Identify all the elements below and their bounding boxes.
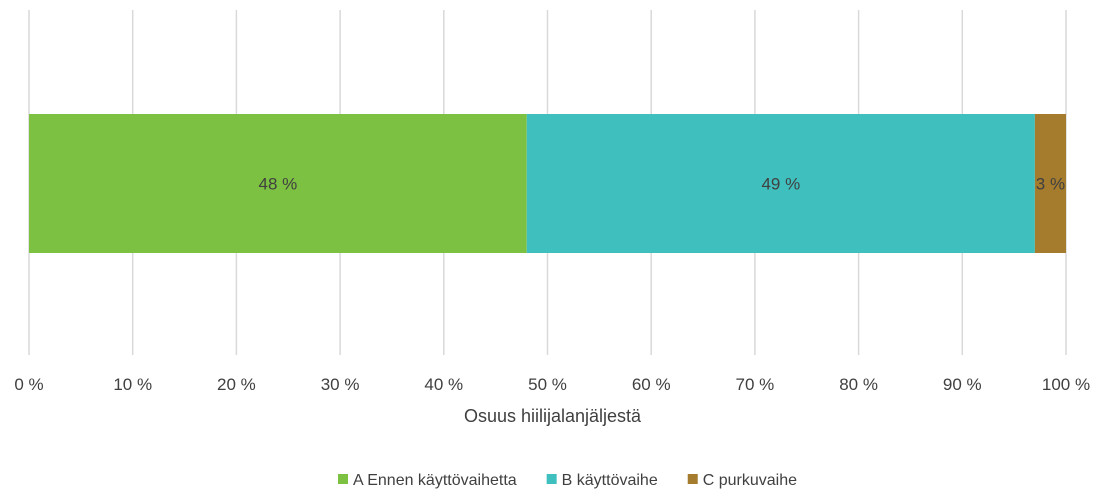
- x-tick-label: 60 %: [632, 375, 671, 394]
- x-tick-label: 80 %: [839, 375, 878, 394]
- legend-swatch: [687, 474, 698, 484]
- x-tick-label: 100 %: [1042, 375, 1090, 394]
- legend-label: A Ennen käyttövaihetta: [353, 472, 517, 489]
- legend-label: B käyttövaihe: [562, 472, 658, 489]
- legend-swatch: [337, 474, 348, 484]
- x-axis-tick-labels: 0 % 10 % 20 % 30 % 40 % 50 % 60 % 70 % 80 % 90 % 1…: [14, 375, 1090, 394]
- x-tick-label: 90 %: [943, 375, 982, 394]
- legend: A Ennen käyttövaihetta B käyttövaihe C pur…: [337, 472, 797, 489]
- x-tick-label: 40 %: [424, 375, 463, 394]
- data-labels: 48 % 49 % 3 %: [259, 175, 1066, 194]
- data-label: 3 %: [1036, 175, 1065, 194]
- x-tick-label: 20 %: [217, 375, 256, 394]
- bar-segment: [29, 114, 527, 253]
- data-label: 49 %: [761, 175, 800, 194]
- legend-label: C purkuvaihe: [703, 472, 797, 489]
- x-tick-label: 0 %: [14, 375, 43, 394]
- x-tick-label: 10 %: [113, 375, 152, 394]
- data-label: 48 %: [259, 175, 298, 194]
- bar-segment: [526, 114, 1035, 253]
- bar-segment: [1034, 114, 1066, 253]
- x-tick-label: 50 %: [528, 375, 567, 394]
- bar-segments: [29, 114, 1066, 253]
- legend-swatch: [546, 474, 557, 484]
- x-axis-title: Osuus hiilijalanjäljestä: [464, 406, 642, 426]
- x-tick-label: 30 %: [321, 375, 360, 394]
- x-tick-label: 70 %: [736, 375, 775, 394]
